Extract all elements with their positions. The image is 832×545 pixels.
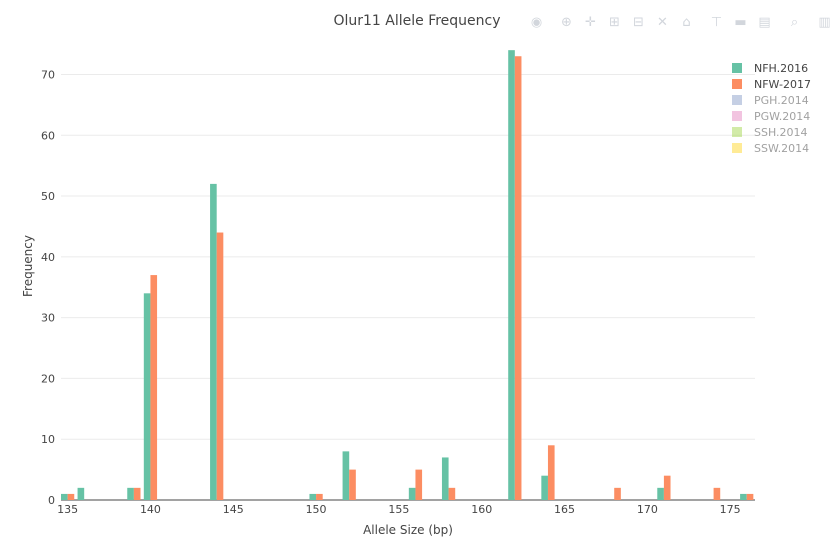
hover-compare-icon[interactable]: ▤ xyxy=(758,14,771,30)
bar-nfh-2016-176[interactable] xyxy=(740,493,747,500)
legend-swatch xyxy=(732,95,742,105)
bar-nfw-2017-176[interactable] xyxy=(746,493,754,500)
y-tick-label: 10 xyxy=(41,433,55,446)
y-tick-labels: 0 10 20 30 40 50 60 70 xyxy=(41,68,55,507)
bar-nfw-2017-174[interactable] xyxy=(713,487,721,500)
bar-nfh-2016-140[interactable] xyxy=(143,293,151,500)
legend-item-nfw-2017[interactable]: NFW-2017 xyxy=(732,76,811,92)
x-tick-label: 145 xyxy=(223,503,244,516)
legend-label: SSW.2014 xyxy=(754,141,810,155)
modebar: ◉ ⊕ ✛ ⊞ ⊟ ✕ ⌂ ⊤ ▬ ▤ ⌕ ▥ xyxy=(528,12,832,32)
legend-item-nfh-2016[interactable]: NFH.2016 xyxy=(732,60,811,76)
y-tick-label: 40 xyxy=(41,251,55,264)
x-tick-label: 150 xyxy=(306,503,327,516)
bar-nfh-2016-136[interactable] xyxy=(77,487,85,500)
spike-lines-icon[interactable]: ⊤ xyxy=(710,14,723,30)
bar-nfh-2016-139[interactable] xyxy=(127,487,134,500)
bar-nfh-2016-164[interactable] xyxy=(541,475,548,500)
bar-nfh-2016-171[interactable] xyxy=(657,487,664,500)
zoom-in-icon[interactable]: ⊞ xyxy=(609,14,620,30)
bar-nfh-2016-158[interactable] xyxy=(441,457,449,500)
gridlines xyxy=(61,73,755,501)
bar-nfw-2017-135[interactable] xyxy=(67,493,75,500)
x-tick-label: 160 xyxy=(471,503,492,516)
y-tick-label: 60 xyxy=(41,129,55,142)
legend: NFH.2016 NFW-2017 PGH.2014 PGW.2014 SSH.2014… xyxy=(732,60,811,156)
bar-nfw-2017-168[interactable] xyxy=(614,487,621,500)
x-tick-label: 140 xyxy=(140,503,161,516)
legend-label: PGH.2014 xyxy=(754,93,809,107)
bar-nfh-2016-162[interactable] xyxy=(508,50,515,500)
legend-label: PGW.2014 xyxy=(754,109,811,123)
bars xyxy=(61,50,754,501)
legend-swatch xyxy=(732,79,742,89)
legend-label: SSH.2014 xyxy=(754,125,808,139)
bar-nfw-2017-144[interactable] xyxy=(216,232,224,501)
y-tick-label: 50 xyxy=(41,190,55,203)
legend-item-ssh-2014[interactable]: SSH.2014 xyxy=(732,124,811,140)
zoom-icon[interactable]: ⊕ xyxy=(561,14,572,30)
x-tick-label: 175 xyxy=(720,503,741,516)
bar-nfw-2017-139[interactable] xyxy=(133,487,141,500)
y-tick-label: 30 xyxy=(41,312,55,325)
y-tick-label: 70 xyxy=(41,68,55,81)
x-tick-label: 165 xyxy=(554,503,575,516)
legend-swatch xyxy=(732,63,742,73)
plotly-logo-icon[interactable]: ▥ xyxy=(818,14,831,30)
legend-item-ssw-2014[interactable]: SSW.2014 xyxy=(732,140,811,156)
x-tick-label: 135 xyxy=(57,503,78,516)
bar-nfw-2017-158[interactable] xyxy=(448,487,456,500)
y-tick-label: 0 xyxy=(48,494,55,507)
legend-label: NFH.2016 xyxy=(754,61,809,75)
legend-item-pgh-2014[interactable]: PGH.2014 xyxy=(732,92,811,108)
bar-nfw-2017-171[interactable] xyxy=(663,475,671,500)
legend-item-pgw-2014[interactable]: PGW.2014 xyxy=(732,108,811,124)
x-axis-label: Allele Size (bp) xyxy=(363,523,453,537)
legend-swatch xyxy=(732,143,742,153)
legend-swatch xyxy=(732,111,742,121)
y-tick-label: 20 xyxy=(41,372,55,385)
pan-icon[interactable]: ✛ xyxy=(585,14,596,30)
hover-closest-icon[interactable]: ▬ xyxy=(734,14,747,30)
zoom-out-icon[interactable]: ⊟ xyxy=(633,14,644,30)
bar-nfw-2017-150[interactable] xyxy=(316,493,323,500)
x-tick-label: 155 xyxy=(388,503,409,516)
x-tick-labels: 135 140 145 150 155 160 165 170 175 xyxy=(57,503,741,516)
legend-swatch xyxy=(732,127,742,137)
bar-nfh-2016-135[interactable] xyxy=(61,493,68,500)
autoscale-icon[interactable]: ✕ xyxy=(657,14,668,30)
bar-nfh-2016-144[interactable] xyxy=(210,183,217,501)
x-tick-label: 170 xyxy=(637,503,658,516)
y-axis-label: Frequency xyxy=(21,235,35,297)
bar-nfh-2016-150[interactable] xyxy=(309,493,317,500)
legend-label: NFW-2017 xyxy=(754,77,811,91)
bar-nfh-2016-152[interactable] xyxy=(342,451,350,500)
bar-nfw-2017-162[interactable] xyxy=(514,56,522,500)
camera-icon[interactable]: ◉ xyxy=(530,14,543,30)
bar-nfh-2016-156[interactable] xyxy=(408,487,416,500)
reset-axes-icon[interactable]: ⌂ xyxy=(682,14,691,30)
bar-nfw-2017-140[interactable] xyxy=(150,275,158,500)
bar-nfw-2017-164[interactable] xyxy=(547,445,555,500)
chart-title: Olur11 Allele Frequency xyxy=(333,13,500,29)
bar-nfw-2017-156[interactable] xyxy=(415,469,423,500)
bar-nfw-2017-152[interactable] xyxy=(349,469,356,500)
lasso-icon[interactable]: ⌕ xyxy=(790,14,799,30)
